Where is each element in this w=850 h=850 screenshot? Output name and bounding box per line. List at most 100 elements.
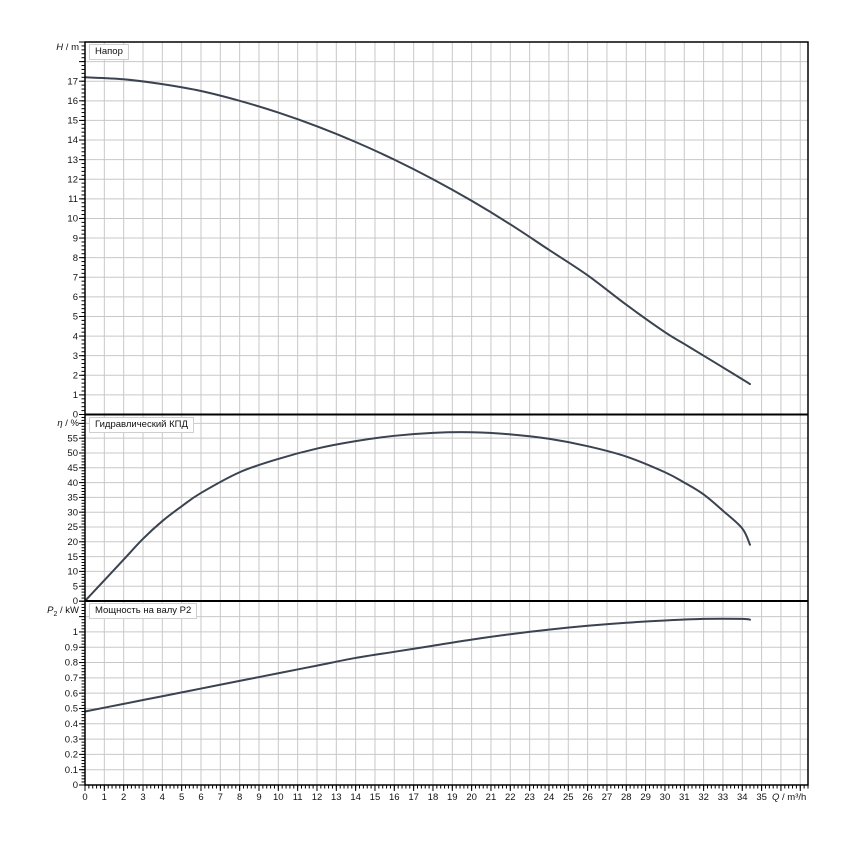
x-ticks: [84, 785, 809, 791]
efficiency-y-tick-label: 10: [67, 567, 78, 578]
x-tick-label: 19: [447, 792, 458, 803]
x-tick-label: 29: [640, 792, 651, 803]
x-tick-label: 18: [428, 792, 439, 803]
head-y-tick-label: 10: [67, 214, 78, 225]
efficiency-y-tick-label: 55: [67, 433, 78, 444]
head-y-tick-label: 6: [73, 292, 78, 303]
plot-title-power: Мощность на валу P2: [89, 603, 198, 619]
head-axis-symbol: H: [56, 42, 64, 53]
x-tick-label: 28: [621, 792, 632, 803]
power-curve: [84, 617, 752, 713]
power-y-tick-label: 0: [73, 780, 78, 791]
x-axis-label: Q / m³/h: [772, 792, 807, 803]
x-tick-label: 34: [737, 792, 748, 803]
head-y-tick-label: 16: [67, 96, 78, 107]
efficiency-y-tick-label: 50: [67, 448, 78, 459]
x-tick-label: 15: [370, 792, 381, 803]
power-y-tick-label: 0.9: [65, 642, 78, 653]
power-y-tick-label: 0.2: [65, 750, 78, 761]
head-y-tick-label: 9: [73, 233, 78, 244]
efficiency-y-tick-label: 45: [67, 463, 78, 474]
efficiency-curve: [84, 431, 752, 602]
efficiency-y-tick-label: 35: [67, 493, 78, 504]
x-tick-label: 14: [350, 792, 361, 803]
head-y-tick-label: 14: [67, 135, 78, 146]
y-axis-label-power: P2 / kW: [47, 605, 79, 618]
power-y-tick-label: 0.8: [65, 658, 78, 669]
y-axis-label-efficiency: η / %: [57, 418, 79, 429]
x-tick-label: 31: [679, 792, 690, 803]
head-y-tick-label: 8: [73, 253, 78, 264]
efficiency-y-tick-label: 40: [67, 478, 78, 489]
x-tick-label: 20: [466, 792, 477, 803]
power-grid: [85, 601, 808, 785]
head-y-tick-label: 1: [73, 390, 78, 401]
x-tick-label: 1: [102, 792, 107, 803]
head-y-tick-label: 7: [73, 272, 78, 283]
power-y-tick-label: 1: [73, 627, 78, 638]
efficiency-axis-symbol: η: [57, 418, 63, 429]
x-tick-label: 10: [273, 792, 284, 803]
head-grid: [85, 42, 808, 415]
x-tick-label: 32: [698, 792, 709, 803]
x-tick-label: 24: [544, 792, 555, 803]
x-tick-label: 5: [179, 792, 184, 803]
x-tick-label: 16: [389, 792, 400, 803]
head-y-tick-label: 5: [73, 312, 78, 323]
x-tick-label: 2: [121, 792, 126, 803]
x-tick-label: 9: [256, 792, 261, 803]
x-tick-label: 11: [293, 792, 303, 803]
power-y-tick-label: 0.6: [65, 688, 78, 699]
x-tick-label: 23: [524, 792, 535, 803]
efficiency-y-tick-label: 25: [67, 522, 78, 533]
plot-title-head: Напор: [89, 44, 129, 60]
x-tick-label: 25: [563, 792, 574, 803]
power-y-tick-label: 0.4: [65, 719, 78, 730]
x-tick-labels: 0 1 2 3 4 5 6 7 8 9 10 11 12 13 14 15 16 17 18 19 20 21 22 23 24…: [82, 792, 767, 803]
efficiency-y-tick-label: 30: [67, 507, 78, 518]
head-y-tick-label: 0: [73, 410, 78, 421]
head-y-tick-label: 12: [67, 174, 78, 185]
head-y-tick-label: 15: [67, 116, 78, 127]
x-tick-label: 27: [602, 792, 613, 803]
efficiency-grid: [85, 414, 808, 601]
power-y-tick-label: 0.5: [65, 704, 78, 715]
power-y-tick-labels: 0 0.1 0.2 0.3 0.4 0.5 0.6 0.7 0.8 0.9 1: [65, 627, 78, 791]
head-y-tick-label: 2: [73, 370, 78, 381]
power-axis-symbol: P: [47, 605, 54, 616]
efficiency-y-tick-label: 0: [73, 596, 78, 607]
x-tick-label: 6: [198, 792, 203, 803]
x-tick-label: 30: [660, 792, 671, 803]
efficiency-y-tick-label: 5: [73, 581, 78, 592]
head-curve: [84, 76, 752, 386]
y-axis-label-head: H / m: [56, 42, 79, 53]
head-y-tick-label: 3: [73, 351, 78, 362]
head-y-tick-label: 4: [73, 331, 78, 342]
power-y-tick-label: 0.3: [65, 734, 78, 745]
x-tick-label: 4: [160, 792, 165, 803]
x-tick-label: 35: [756, 792, 767, 803]
head-y-tick-label: 11: [68, 194, 78, 205]
x-tick-label: 17: [408, 792, 419, 803]
head-y-tick-label: 17: [67, 76, 78, 87]
plot-title-efficiency: Гидравлический КПД: [89, 417, 194, 433]
efficiency-y-tick-label: 15: [67, 552, 78, 563]
x-tick-label: 0: [82, 792, 87, 803]
x-tick-label: 33: [718, 792, 729, 803]
power-y-tick-label: 0.7: [65, 673, 78, 684]
x-tick-label: 22: [505, 792, 516, 803]
x-tick-label: 26: [582, 792, 593, 803]
x-tick-label: 12: [312, 792, 323, 803]
x-tick-label: 7: [218, 792, 223, 803]
efficiency-y-tick-label: 20: [67, 537, 78, 548]
x-tick-label: 13: [331, 792, 342, 803]
head-y-tick-label: 13: [67, 155, 78, 166]
efficiency-y-tick-labels: 0 5 10 15 20 25 30 35 40 45 50 55: [67, 433, 78, 607]
power-y-tick-label: 0.1: [65, 765, 78, 776]
x-tick-label: 3: [140, 792, 145, 803]
x-tick-label: 8: [237, 792, 242, 803]
x-axis-symbol: Q: [772, 792, 780, 803]
x-tick-label: 21: [486, 792, 497, 803]
